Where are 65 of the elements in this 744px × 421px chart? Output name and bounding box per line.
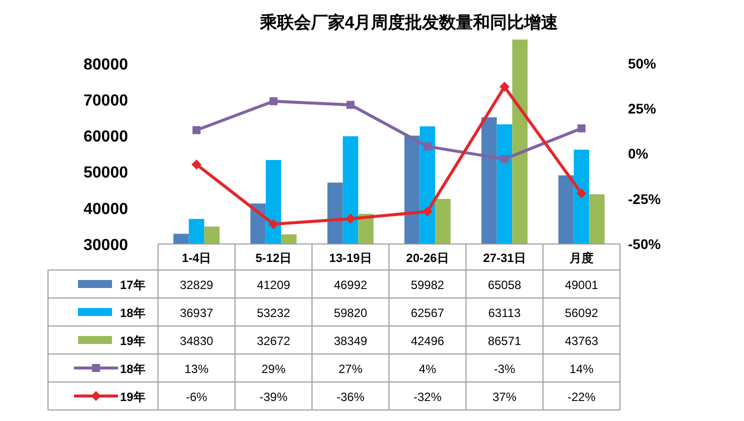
data-label: 27% bbox=[338, 362, 363, 376]
data-label: 32829 bbox=[180, 278, 214, 292]
x-tick-label: 27-31日 bbox=[483, 251, 526, 265]
data-label: 36937 bbox=[180, 306, 214, 320]
x-tick-label: 13-19日 bbox=[329, 251, 372, 265]
chart-title: 乘联会厂家4月周度批发数量和同比增速 bbox=[258, 13, 558, 32]
data-label: 86571 bbox=[488, 334, 522, 348]
y-tick-label: 50000 bbox=[84, 164, 128, 182]
x-tick-label: 20-26日 bbox=[406, 251, 449, 265]
point bbox=[576, 188, 586, 198]
point bbox=[578, 124, 586, 132]
data-label: 32672 bbox=[256, 334, 291, 348]
y-tick-label: 80000 bbox=[84, 56, 128, 74]
y-tick-label: 30000 bbox=[84, 237, 128, 254]
data-label: 49001 bbox=[564, 278, 599, 292]
data-label: 34830 bbox=[180, 334, 214, 348]
data-label: 41209 bbox=[256, 278, 291, 292]
data-label: 13% bbox=[184, 362, 209, 376]
data-label: 53232 bbox=[256, 306, 291, 320]
data-label: 43763 bbox=[564, 334, 599, 348]
point bbox=[500, 82, 510, 92]
data-label: 65058 bbox=[488, 278, 522, 292]
y-tick-label: 70000 bbox=[84, 92, 128, 110]
x-tick-label: 5-12日 bbox=[255, 251, 292, 265]
y-tick-label: 60000 bbox=[84, 128, 128, 146]
data-label: -22% bbox=[567, 390, 596, 404]
data-label: -6% bbox=[186, 390, 208, 404]
point bbox=[192, 126, 200, 134]
data-label: 37% bbox=[492, 390, 517, 404]
data-label: 59982 bbox=[410, 278, 445, 292]
point bbox=[424, 142, 432, 150]
data-label: 63113 bbox=[488, 306, 522, 320]
x-tick-label: 月度 bbox=[568, 251, 594, 265]
legend-label: 17年 bbox=[120, 278, 146, 292]
data-label: -36% bbox=[336, 390, 365, 404]
point bbox=[270, 97, 278, 106]
point bbox=[346, 100, 354, 109]
point bbox=[346, 214, 356, 224]
legend-label: 18年 bbox=[120, 362, 146, 376]
y2-tick-label: 25% bbox=[628, 100, 657, 116]
legend-label: 19年 bbox=[120, 334, 146, 348]
data-label: 38349 bbox=[334, 334, 368, 348]
data-label: 29% bbox=[261, 362, 286, 376]
point bbox=[422, 206, 432, 216]
y2-tick-label: 50% bbox=[628, 55, 657, 72]
point bbox=[500, 155, 508, 164]
data-label: -32% bbox=[413, 390, 442, 404]
y2-tick-label: -25% bbox=[628, 190, 662, 207]
x-tick-label: 1-4日 bbox=[182, 251, 212, 265]
legend-label: 18年 bbox=[120, 306, 146, 320]
point bbox=[192, 159, 202, 170]
y-tick-label: 40000 bbox=[84, 200, 128, 218]
data-label: 42496 bbox=[410, 334, 445, 348]
data-label: 59820 bbox=[334, 306, 368, 320]
data-label: 46992 bbox=[334, 278, 368, 292]
data-label: 4% bbox=[418, 362, 436, 376]
y2-tick-label: 0% bbox=[628, 146, 649, 162]
legend-label: 19年 bbox=[120, 390, 146, 404]
y2-tick-label: -50% bbox=[628, 236, 662, 252]
data-label: 62567 bbox=[410, 306, 445, 320]
data-label: -39% bbox=[259, 390, 288, 404]
data-label: -3% bbox=[494, 362, 516, 376]
data-label: 14% bbox=[569, 362, 594, 376]
data-label: 56092 bbox=[564, 306, 599, 320]
point bbox=[268, 219, 278, 230]
